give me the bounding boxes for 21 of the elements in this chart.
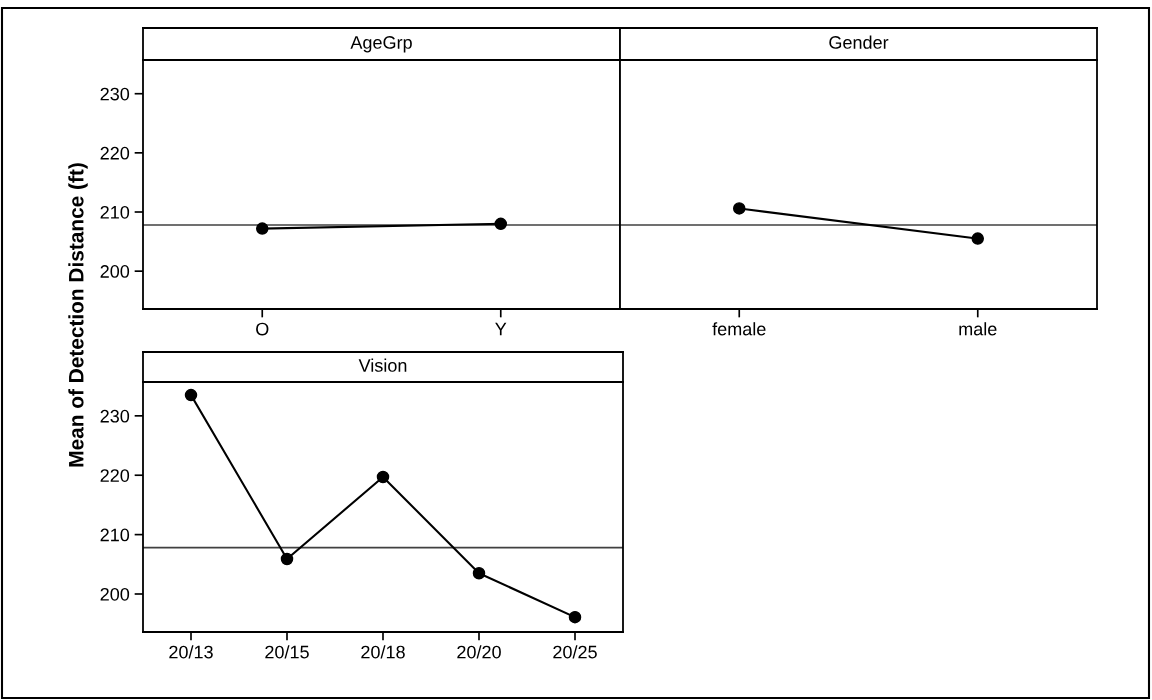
y-tick-label: 210 [100, 528, 130, 542]
x-tick-label: 20/20 [457, 645, 501, 659]
y-tick-label: 210 [100, 205, 130, 219]
x-tick-label: Y [495, 322, 507, 336]
y-tick-label: 230 [100, 409, 130, 423]
x-tick-label: male [959, 322, 997, 336]
chart-title: Gender [829, 35, 889, 49]
chart-title: AgeGrp [350, 36, 412, 53]
y-tick-label: 230 [100, 87, 130, 101]
chart-title: Vision [358, 358, 407, 372]
x-tick-label: female [712, 322, 766, 336]
y-tick-label: 220 [100, 146, 130, 160]
x-tick-label: O [256, 322, 269, 336]
y-tick-label: 220 [100, 469, 130, 482]
x-tick-label: 20/13 [169, 645, 213, 659]
y-tick-label: 200 [100, 265, 130, 278]
x-tick-label: 20/18 [361, 645, 405, 659]
x-tick-label: 20/15 [265, 645, 309, 659]
y-tick-label: 200 [100, 587, 130, 601]
x-tick-label: 20/25 [553, 645, 597, 659]
y-axis-title: Mean of Detection Distance (ft) [68, 163, 88, 467]
